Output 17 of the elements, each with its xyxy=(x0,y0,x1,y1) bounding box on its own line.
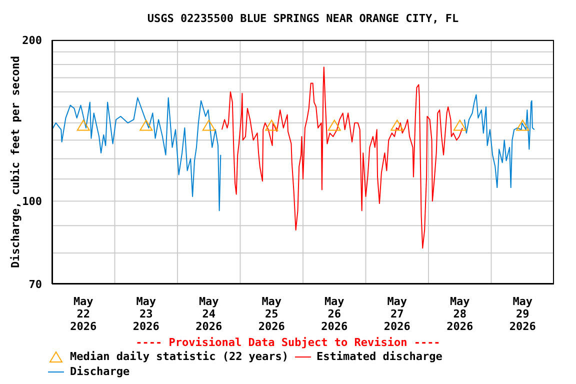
y-axis-title: Discharge, cubic feet per second xyxy=(9,56,23,268)
legend-label: Discharge xyxy=(70,365,130,378)
x-tick-label: May 26 2026 xyxy=(321,295,348,333)
y-tick-label: 200 xyxy=(22,34,42,47)
text: ---- Provisional Data Subject to Revision ---- xyxy=(134,336,442,349)
x-tick-label: May 24 2026 xyxy=(196,295,222,333)
x-tick-label: May 27 2026 xyxy=(384,295,411,333)
legend-label: Estimated discharge xyxy=(316,350,442,363)
y-tick-label: 100 xyxy=(22,195,42,208)
y-tick-label: 70 xyxy=(28,278,42,291)
x-tick-label: May 22 2026 xyxy=(70,295,97,333)
x-tick-label: May 25 2026 xyxy=(258,295,286,333)
chart-title: USGS 02235500 BLUE SPRINGS NEAR ORANGE CITY, FL xyxy=(146,12,460,25)
x-tick-label: May 29 2026 xyxy=(509,295,536,333)
x-tick-label: May 23 2026 xyxy=(132,295,160,333)
x-tick-label: May 28 2026 xyxy=(446,295,474,333)
legend-label: Median daily statistic (22 years) xyxy=(70,350,289,363)
